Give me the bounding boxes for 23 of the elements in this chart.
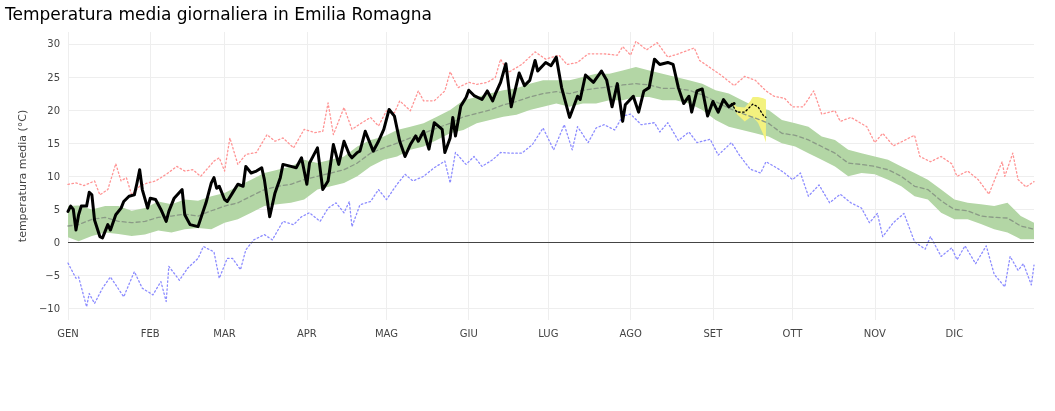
y-tick-label: 30 xyxy=(47,38,60,50)
y-tick-label: 25 xyxy=(47,71,60,83)
y-tick-label: 20 xyxy=(47,104,60,116)
x-tick-label: OTT xyxy=(782,327,804,339)
x-tick-label: MAG xyxy=(374,327,398,339)
x-tick-label: APR xyxy=(296,327,317,339)
x-tick-label: AGO xyxy=(619,327,642,339)
x-tick-label: LUG xyxy=(538,327,559,339)
y-tick-label: 10 xyxy=(47,170,60,182)
y-tick-label: 0 xyxy=(53,237,60,249)
x-tick-label: FEB xyxy=(140,327,160,339)
y-tick-label: 15 xyxy=(47,137,60,149)
y-tick-label: −5 xyxy=(45,270,60,282)
x-tick-label: NOV xyxy=(863,327,886,339)
y-tick-label: 5 xyxy=(53,203,60,215)
x-tick-label: GIU xyxy=(459,327,478,339)
y-axis-title: temperatura media (°C) xyxy=(16,109,29,243)
x-tick-label: GEN xyxy=(57,327,79,339)
x-tick-label: SET xyxy=(703,327,724,339)
x-tick-label: DIC xyxy=(945,327,964,339)
chart-title: Temperatura media giornaliera in Emilia Romagna xyxy=(4,3,432,24)
x-tick-label: MAR xyxy=(213,327,236,339)
y-tick-label: −10 xyxy=(38,303,60,315)
